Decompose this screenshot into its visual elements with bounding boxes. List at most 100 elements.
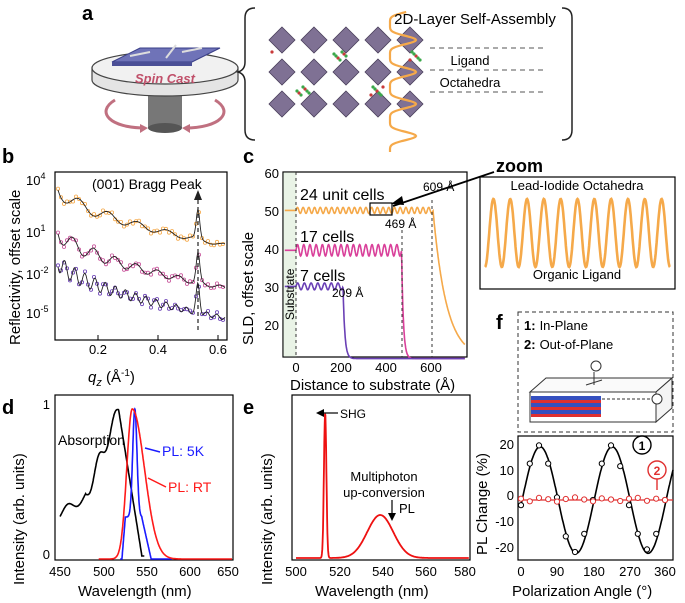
rotation-arrowhead-left <box>140 124 148 133</box>
reflectivity-point <box>220 241 225 246</box>
series-label-7: 7 cells <box>300 268 345 285</box>
polarization-point <box>598 495 605 502</box>
legend-f-1: 1: In-Plane <box>524 318 588 333</box>
ligand-atom <box>336 56 340 60</box>
sld-profile-0 <box>284 206 466 346</box>
f-ytick-label: 0 <box>507 488 514 503</box>
plot-d-data <box>59 407 232 560</box>
reflectivity-point <box>74 194 79 199</box>
legend-f-2: 2: Out-of-Plane <box>524 337 613 352</box>
d-xtick-label: 650 <box>217 564 239 579</box>
plot-d-xticks: 450 500 550 600 650 <box>49 564 239 579</box>
polarization-point <box>607 496 615 503</box>
upconversion-label: up-conversion <box>343 485 425 500</box>
plot-e-xlabel: Wavelength (nm) <box>315 583 429 600</box>
direction-marker-2 <box>590 360 602 372</box>
ligand-atom <box>338 58 342 62</box>
octahedron <box>364 58 392 86</box>
ligand-atom <box>375 89 379 93</box>
f-xtick-label: 360 <box>654 564 676 579</box>
shg-label: SHG <box>340 407 366 421</box>
d-ytick-label: 1 <box>43 397 50 412</box>
reflectivity-fit-2 <box>57 259 226 320</box>
plot-d-xlabel: Wavelength (nm) <box>78 583 192 600</box>
sld-profile-1 <box>284 243 465 360</box>
ligand-atom <box>414 54 418 58</box>
polarization-point <box>526 460 533 467</box>
spin-coater-shaft-base <box>148 123 182 133</box>
reflectivity-point <box>86 208 91 213</box>
legend-5k-pointer <box>144 447 161 453</box>
polarization-point <box>526 498 533 505</box>
ligand-atom <box>340 50 344 54</box>
polarization-point <box>553 498 561 505</box>
reflectivity-point <box>68 235 73 240</box>
reflectivity-point <box>166 278 171 283</box>
f-xtick-label: 180 <box>583 564 605 579</box>
polarization-point <box>653 495 660 502</box>
reflectivity-point <box>214 239 219 244</box>
b-xtick-label: 0.2 <box>89 342 107 357</box>
polarization-point <box>535 494 543 501</box>
reflectivity-point <box>148 305 153 310</box>
reflectivity-point <box>142 293 147 298</box>
legend-pl-5k: PL: 5K <box>162 443 205 459</box>
zoom-box <box>369 202 393 216</box>
thickness-label-24: 609 Å <box>423 179 454 194</box>
plot-e-frame <box>291 394 471 561</box>
polarization-point <box>625 502 633 509</box>
octahedron <box>364 26 392 54</box>
marker-in-plane-number: 1 <box>639 439 646 453</box>
plot-c-yticks: 60 50 40 30 20 <box>265 166 279 333</box>
ligand-atom <box>418 58 422 62</box>
b-xtick-label: 0.4 <box>149 342 167 357</box>
plot-b-yticks: 104 101 10-2 10-5 <box>26 171 48 321</box>
octahedron <box>268 58 296 86</box>
rotation-arrowhead-right <box>182 124 190 133</box>
polarization-point <box>545 496 552 503</box>
polarization-point <box>653 530 660 537</box>
plot-e-ylabel: Intensity (arb. units) <box>259 453 276 585</box>
e-xtick-label: 560 <box>415 564 437 579</box>
octahedron <box>300 90 328 118</box>
reflectivity-point <box>125 290 130 295</box>
d-xtick-label: 450 <box>49 564 71 579</box>
d-xtick-label: 550 <box>136 564 158 579</box>
reflectivity-point <box>56 230 61 235</box>
sld-profile-2 <box>284 282 465 360</box>
reflectivity-fit-1 <box>57 233 226 288</box>
c-ytick-label: 60 <box>265 166 279 181</box>
shg-pl-curve <box>296 413 469 559</box>
film-layer <box>531 403 601 407</box>
ligand-atom <box>307 91 311 95</box>
octahedron <box>332 90 360 118</box>
ligand-atom <box>303 87 307 91</box>
polarization-point <box>581 530 588 537</box>
octahedron <box>396 90 424 118</box>
plot-c-xlabel: Distance to substrate (Å) <box>290 377 455 394</box>
self-assembly-title: 2D-Layer Self-Assembly <box>394 11 556 28</box>
reflectivity-point <box>77 196 82 201</box>
polarization-point <box>598 460 605 467</box>
f-ytick-label: 20 <box>500 437 514 452</box>
polarization-point <box>517 495 525 502</box>
plot-b-ylabel: Reflectivity, offset scale <box>7 190 24 345</box>
reflectivity-point <box>116 257 121 262</box>
ligand-atom <box>297 91 301 95</box>
c-ytick-label: 20 <box>265 318 279 333</box>
polarization-point <box>517 502 525 509</box>
spin-arrow-mid <box>165 44 177 59</box>
plot-e-data <box>296 413 469 559</box>
reflectivity-point <box>190 310 195 315</box>
c-xtick-label: 400 <box>375 360 397 375</box>
polarization-point <box>661 496 669 504</box>
polarization-point <box>634 494 641 501</box>
reflectivity-point <box>59 240 64 245</box>
plot-b-xlabel: qz (Å-1) <box>88 368 135 389</box>
polarization-point <box>535 442 543 449</box>
reflectivity-point <box>59 195 64 200</box>
reflectivity-point <box>107 259 112 264</box>
left-bracket <box>235 7 256 141</box>
reflectivity-point <box>163 226 168 231</box>
octahedron <box>332 26 360 54</box>
